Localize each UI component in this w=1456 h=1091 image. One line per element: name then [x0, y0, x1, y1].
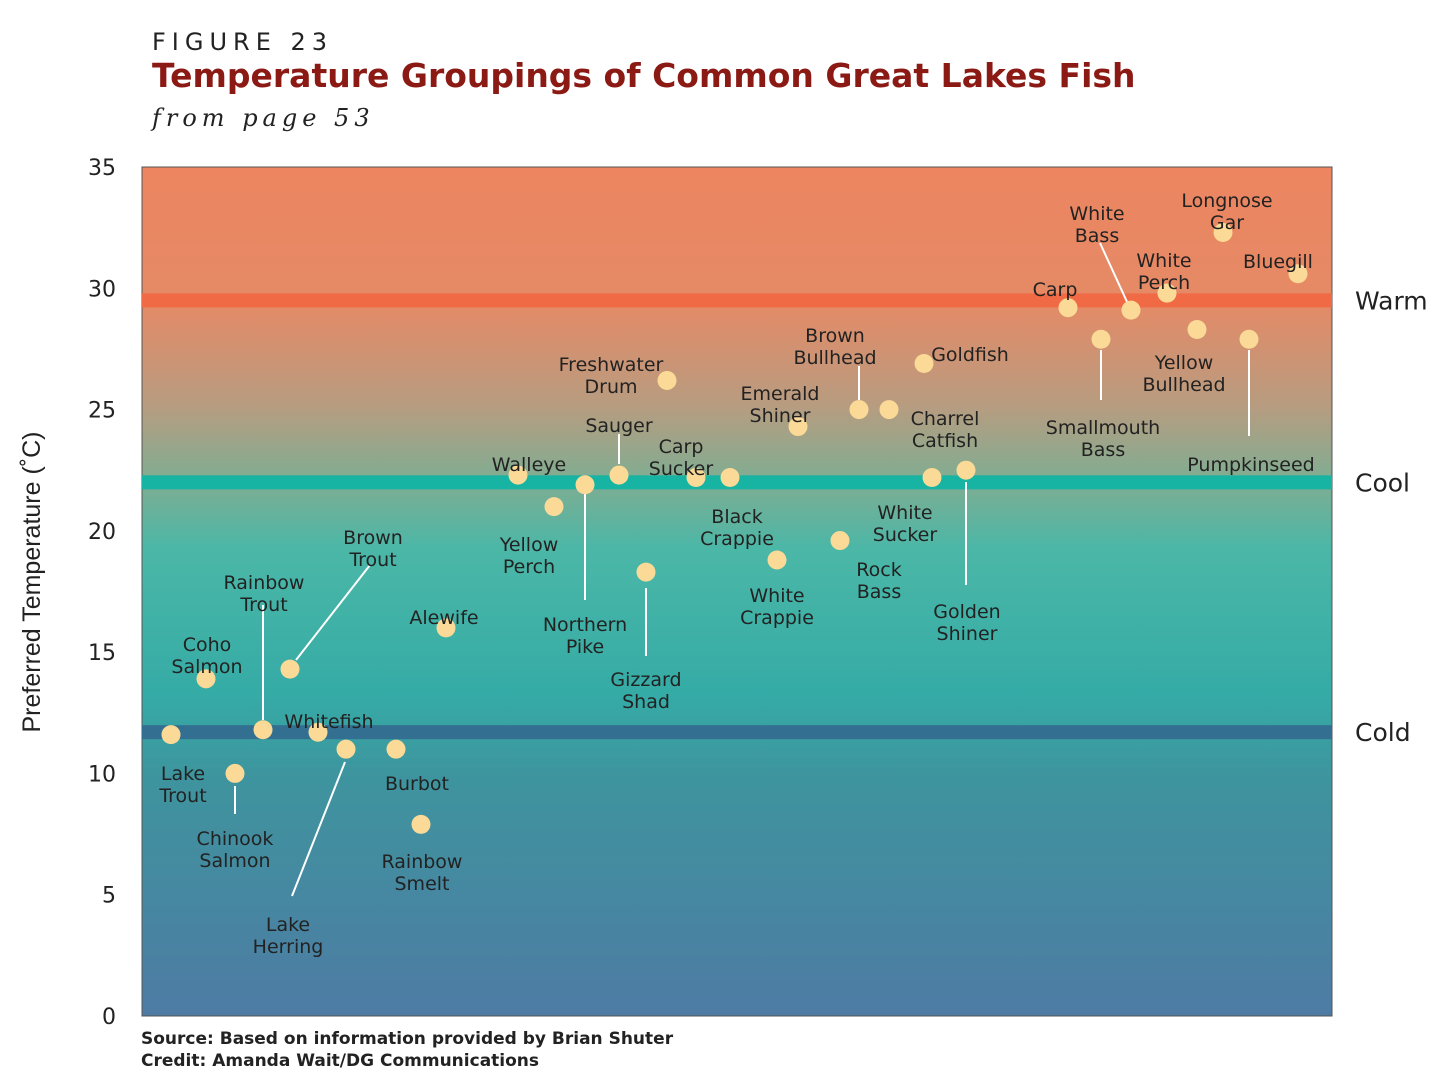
- point-lake-trout: [161, 725, 181, 745]
- point-yellow-perch: [544, 497, 564, 517]
- label-rock-bass: Rock Bass: [856, 559, 901, 603]
- point-carp-sucker: [686, 467, 706, 487]
- point-pumpkinseed: [1239, 329, 1259, 349]
- y-tick-label: 25: [88, 399, 116, 424]
- label-carp: Carp: [1033, 279, 1078, 301]
- label-golden-shiner: Golden Shiner: [933, 601, 1000, 645]
- label-gizzard-shad: Gizzard Shad: [610, 669, 681, 713]
- label-lake-trout: Lake Trout: [158, 763, 206, 807]
- point-smallmouth-bass: [1091, 329, 1111, 349]
- chart-subtitle: from page 53: [152, 104, 375, 132]
- point-longnose-gar: [1213, 222, 1233, 242]
- point-brown-bullhead: [849, 400, 869, 420]
- label-freshwater-drum: Freshwater Drum: [559, 354, 664, 398]
- label-brown-bullhead: Brown Bullhead: [793, 325, 876, 369]
- point-charrel-catfish: [879, 400, 899, 420]
- point-alewife: [436, 618, 456, 638]
- point-rainbow-trout: [253, 720, 273, 740]
- point-carp: [1058, 298, 1078, 318]
- band-cold: [142, 725, 1332, 740]
- label-yellow-bullhead: Yellow Bullhead: [1142, 352, 1225, 396]
- point-goldfish: [914, 353, 934, 373]
- point-rock-bass: [830, 531, 850, 551]
- point-white-sucker: [922, 467, 942, 487]
- label-carp-sucker: Carp Sucker: [649, 436, 714, 480]
- label-burbot: Burbot: [385, 773, 449, 795]
- point-yellow-bullhead: [1187, 320, 1207, 340]
- label-coho-salmon: Coho Salmon: [171, 634, 242, 678]
- point-sauger: [609, 465, 629, 485]
- label-northern-pike: Northern Pike: [543, 614, 627, 658]
- label-charrel-catfish: Charrel Catfish: [911, 408, 980, 452]
- label-brown-trout: Brown Trout: [343, 527, 403, 571]
- label-rainbow-trout: Rainbow Trout: [224, 572, 305, 616]
- label-alewife: Alewife: [409, 607, 478, 629]
- label-white-bass: White Bass: [1069, 203, 1124, 247]
- point-lake-herring: [336, 739, 356, 759]
- label-rainbow-smelt: Rainbow Smelt: [382, 851, 463, 895]
- point-bluegill: [1288, 264, 1308, 284]
- label-black-crappie: Black Crappie: [700, 506, 774, 550]
- label-longnose-gar: Longnose Gar: [1181, 190, 1272, 234]
- source-note: Source: Based on information provided by…: [141, 1029, 674, 1049]
- point-white-bass: [1121, 300, 1141, 320]
- point-whitefish: [308, 722, 328, 742]
- y-axis-label: Preferred Temperature (˚C): [18, 431, 46, 732]
- point-burbot: [386, 739, 406, 759]
- point-rainbow-smelt: [411, 814, 431, 834]
- label-white-sucker: White Sucker: [873, 502, 938, 546]
- point-black-crappie: [720, 467, 740, 487]
- label-goldfish: Goldfish: [931, 344, 1009, 366]
- point-emerald-shiner: [788, 417, 808, 437]
- label-pumpkinseed: Pumpkinseed: [1187, 454, 1314, 476]
- label-walleye: Walleye: [492, 454, 566, 476]
- label-smallmouth-bass: Smallmouth Bass: [1046, 417, 1160, 461]
- y-tick-label: 20: [88, 520, 116, 545]
- label-whitefish: Whitefish: [284, 711, 373, 733]
- y-tick-label: 30: [88, 277, 116, 302]
- point-golden-shiner: [956, 460, 976, 480]
- y-tick-label: 10: [88, 762, 116, 787]
- credit-note: Credit: Amanda Wait/DG Communications: [141, 1051, 540, 1071]
- chart-title: Temperature Groupings of Common Great La…: [152, 56, 1136, 95]
- label-yellow-perch: Yellow Perch: [499, 534, 559, 578]
- y-tick-label: 0: [102, 1005, 116, 1030]
- point-brown-trout: [280, 659, 300, 679]
- band-label-cold: Cold: [1355, 718, 1411, 747]
- label-sauger: Sauger: [585, 415, 652, 437]
- point-gizzard-shad: [636, 562, 656, 582]
- point-northern-pike: [575, 475, 595, 495]
- leader-brown-trout: [295, 564, 371, 661]
- label-white-crappie: White Crappie: [740, 585, 814, 629]
- band-label-cool: Cool: [1355, 468, 1410, 497]
- label-lake-herring: Lake Herring: [253, 914, 324, 958]
- point-white-crappie: [767, 550, 787, 570]
- leader-lake-herring: [291, 761, 346, 897]
- point-freshwater-drum: [657, 370, 677, 390]
- label-white-perch: White Perch: [1136, 250, 1191, 294]
- y-tick-label: 15: [88, 641, 116, 666]
- figure-label: FIGURE 23: [152, 28, 334, 56]
- label-emerald-shiner: Emerald Shiner: [741, 383, 820, 427]
- y-tick-label: 35: [88, 156, 116, 181]
- leader-white-bass: [1099, 242, 1129, 305]
- band-label-warm: Warm: [1355, 286, 1428, 315]
- label-chinook-salmon: Chinook Salmon: [197, 828, 274, 872]
- y-tick-label: 5: [102, 884, 116, 909]
- label-bluegill: Bluegill: [1243, 251, 1313, 273]
- point-coho-salmon: [196, 669, 216, 689]
- band-warm: [142, 293, 1332, 308]
- point-walleye: [508, 465, 528, 485]
- point-chinook-salmon: [225, 763, 245, 783]
- point-white-perch: [1157, 283, 1177, 303]
